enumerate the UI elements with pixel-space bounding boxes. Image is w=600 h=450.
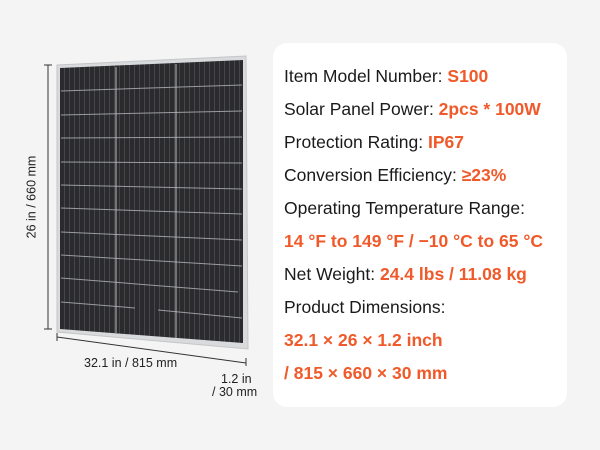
spec-temperature-label: Operating Temperature Range:: [284, 198, 525, 218]
spec-card: Item Model Number: S100 Solar Panel Powe…: [273, 43, 567, 407]
spec-temperature-value: 14 °F to 149 °F / −10 °C to 65 °C: [284, 231, 543, 251]
spec-protection: Protection Rating: IP67: [284, 132, 464, 152]
spec-weight: Net Weight: 24.4 lbs / 11.08 kg: [284, 264, 527, 284]
spec-power: Solar Panel Power: 2pcs * 100W: [284, 99, 541, 119]
dimension-lines: [44, 64, 247, 366]
width-dimension-label: 32.1 in / 815 mm: [84, 356, 178, 370]
spec-dimensions-inch: 32.1 × 26 × 1.2 inch: [284, 330, 443, 350]
spec-dimensions-label: Product Dimensions:: [284, 297, 446, 317]
spec-efficiency: Conversion Efficiency: ≥23%: [284, 165, 507, 185]
height-dimension-label: 26 in / 660 mm: [24, 155, 39, 239]
spec-model: Item Model Number: S100: [284, 66, 489, 86]
depth-dimension-label-1: 1.2 in: [221, 372, 252, 386]
spec-dimensions-mm: / 815 × 660 × 30 mm: [284, 363, 448, 383]
solar-panel: [56, 55, 249, 350]
depth-dimension-label-2: / 30 mm: [212, 385, 258, 399]
